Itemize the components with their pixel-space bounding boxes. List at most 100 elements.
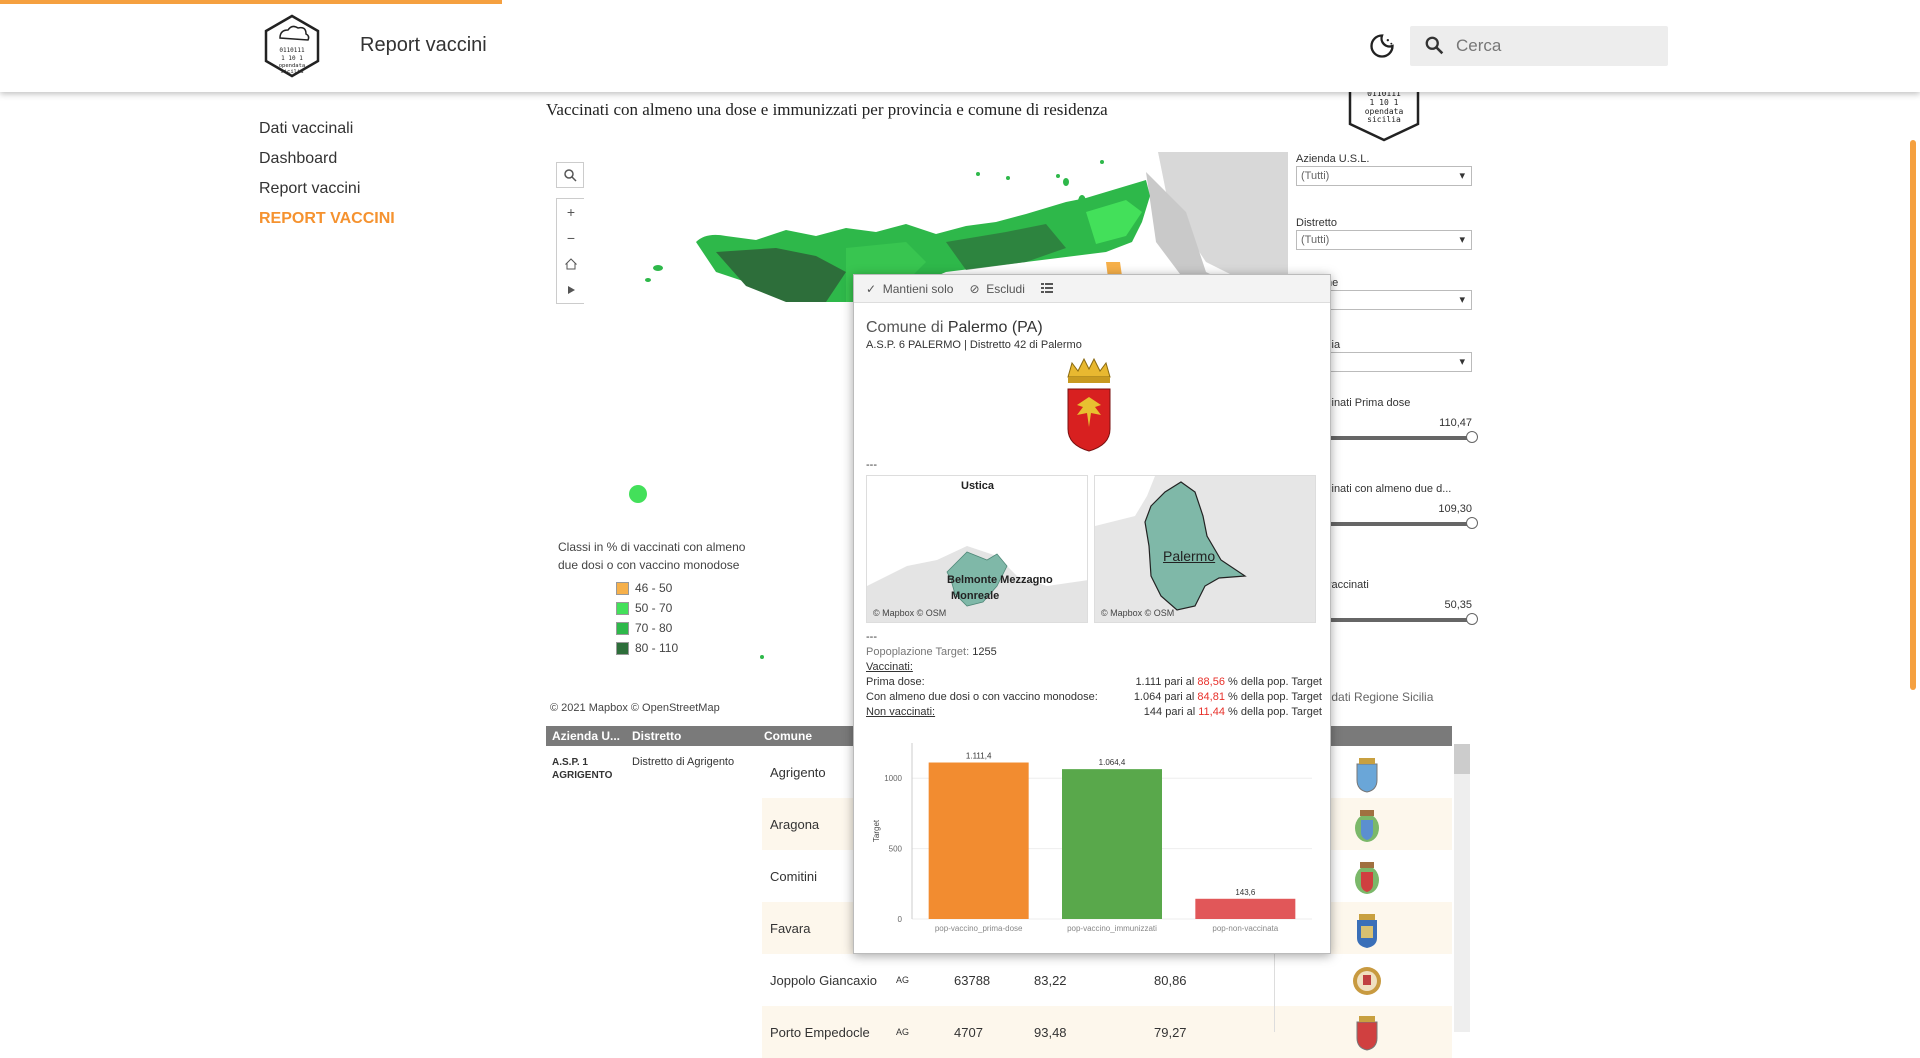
table-asl-cell: A.S.P. 1 AGRIGENTO (552, 757, 613, 781)
provincia-filter-dropdown[interactable] (1296, 352, 1472, 372)
comune-emblem-icon (1357, 914, 1377, 948)
minimap-label-monreale: Monreale (951, 590, 1000, 602)
legend-swatch (616, 581, 629, 595)
y-axis-label: Target (872, 819, 881, 842)
palermo-coat-of-arms-icon (1067, 357, 1111, 452)
filters-panel: Azienda U.S.L. (Tutti) Distretto (Tutti)… (1296, 152, 1478, 674)
minimap-label-ustica: Ustica (961, 480, 995, 492)
sidebar-item-report-vaccini[interactable]: Report vaccini (259, 180, 361, 197)
map-toolbar: + − (556, 162, 585, 304)
distretto-filter-dropdown[interactable]: (Tutti) (1296, 230, 1472, 250)
legend-title-1: Classi in % di vaccinati con almeno (558, 540, 746, 554)
legend-swatch (616, 621, 629, 635)
slider-prima-dose-label: cinati Prima dose (1326, 397, 1411, 409)
bar-value-label: 1.064,4 (1099, 758, 1126, 767)
table-distretto-cell: Distretto di Agrigento (632, 756, 735, 768)
x-tick-label: pop-vaccino_prima-dose (935, 924, 1023, 933)
keep-only-button[interactable]: ✓ Mantieni solo (866, 281, 954, 296)
col-header-azienda[interactable]: Azienda U... (552, 729, 621, 743)
bar (1062, 769, 1162, 919)
tooltip-divider: --- (866, 631, 877, 643)
comune-emblem-icon (1355, 862, 1379, 894)
app-title: Report vaccini (360, 34, 487, 56)
distretto-filter-label: Distretto (1296, 217, 1337, 229)
col-header-comune[interactable]: Comune (764, 729, 812, 743)
comune-emblem-icon (1353, 967, 1381, 995)
sidebar-item-dashboard[interactable]: Dashboard (259, 150, 338, 167)
legend-item[interactable]: 46 - 50 (616, 578, 745, 598)
legend-item[interactable]: 50 - 70 (616, 598, 745, 618)
asl-filter-dropdown[interactable]: (Tutti) (1296, 166, 1472, 186)
table-row[interactable]: Agrigento (770, 764, 826, 780)
slider-prima-dose-value: 110,47 (1439, 417, 1472, 429)
sidebar-item-dati-vaccinali[interactable]: Dati vaccinali (259, 120, 354, 137)
reset-view-button[interactable] (557, 251, 585, 277)
x-tick-label: pop-non-vaccinata (1212, 924, 1278, 933)
exclude-button[interactable]: ⊘ Escludi (969, 281, 1025, 296)
comune-map-shapes (1095, 476, 1315, 622)
map-search-button[interactable] (556, 162, 584, 188)
asl-filter-label: Azienda U.S.L. (1296, 153, 1370, 165)
dark-mode-toggle-icon[interactable] (1368, 32, 1396, 60)
legend-item[interactable]: 70 - 80 (616, 618, 745, 638)
page-scrollbar[interactable] (1910, 140, 1916, 690)
loading-progress-bar (0, 0, 502, 4)
svg-text:0110111: 0110111 (1367, 89, 1401, 98)
bar-value-label: 143,6 (1235, 888, 1256, 897)
tooltip-stats: Popoplazione Target: 1255 Vaccinati: Pri… (866, 646, 1322, 718)
view-data-button[interactable] (1040, 282, 1053, 296)
play-icon (568, 286, 575, 294)
slider-due-dosi-label: cinati con almeno due d... (1326, 483, 1452, 495)
map-search-icon (564, 169, 577, 182)
search-input[interactable] (1456, 26, 1656, 66)
table-row[interactable]: Porto Empedocle AG 4707 93,48 79,27 (762, 1006, 1452, 1058)
y-tick-label: 1000 (884, 774, 902, 783)
svg-text:0110111: 0110111 (279, 47, 305, 54)
legend-swatch (616, 601, 629, 615)
bar-value-label: 1.111,4 (966, 752, 992, 761)
slider-non-vaccinati-value: 50,35 (1444, 599, 1472, 611)
sidebar-item-report-vaccini-active[interactable]: REPORT VACCINI (259, 210, 395, 227)
home-icon (565, 258, 577, 270)
map-zoom-group: + − (556, 198, 585, 304)
col-header-distretto[interactable]: Distretto (632, 729, 682, 743)
zoom-in-button[interactable]: + (557, 199, 585, 225)
minimap-attribution[interactable]: © Mapbox © OSM (1101, 608, 1175, 618)
data-source-note[interactable]: te dati Regione Sicilia (1318, 690, 1434, 704)
top-bar: 0110111 1 10 1 opendata sicilia Report v… (0, 0, 1920, 92)
sidebar-nav: Dati vaccinali Dashboard Report vaccini … (259, 120, 395, 240)
slider-due-dosi[interactable] (1326, 517, 1478, 529)
legend-item[interactable]: 80 - 110 (616, 638, 745, 658)
slider-prima-dose[interactable] (1326, 431, 1478, 443)
tooltip-actions: ✓ Mantieni solo ⊘ Escludi (854, 275, 1330, 303)
map-legend: Classi in % di vaccinati con almeno due … (558, 538, 745, 658)
minimap-attribution[interactable]: © Mapbox © OSM (873, 608, 947, 618)
slider-non-vaccinati-label: vaccinati (1326, 579, 1369, 591)
district-map-shapes (867, 476, 1087, 622)
tooltip-bar-chart[interactable]: 0 500 1000 Target 1.111,4 pop-vaccino_prima-d… (866, 735, 1322, 945)
svg-text:1 10 1: 1 10 1 (1370, 98, 1399, 107)
table-scrollbar-thumb[interactable] (1454, 744, 1470, 774)
y-tick-label: 0 (898, 915, 903, 924)
tooltip-minimap-comune[interactable]: Palermo © Mapbox © OSM (1094, 475, 1316, 623)
minimap-label-palermo: Palermo (1163, 548, 1216, 564)
comune-emblem-icon (1356, 758, 1378, 793)
table-row[interactable]: Comitini (770, 868, 817, 884)
tooltip-minimap-district[interactable]: Ustica Belmonte Mezzagno Monreale © Mapb… (866, 475, 1088, 623)
opendata-sicilia-logo[interactable]: 0110111 1 10 1 opendata sicilia (260, 14, 324, 78)
svg-text:sicilia: sicilia (280, 69, 303, 75)
x-tick-label: pop-vaccino_immunizzati (1067, 924, 1157, 933)
minimap-label-belmonte: Belmonte Mezzagno (947, 574, 1053, 586)
search-box[interactable] (1410, 26, 1668, 66)
map-attribution[interactable]: © 2021 Mapbox © OpenStreetMap (550, 702, 720, 714)
table-row[interactable]: Joppolo Giancaxio AG 63788 83,22 80,86 (770, 972, 1187, 988)
table-scrollbar[interactable] (1454, 744, 1470, 1032)
zoom-out-button[interactable]: − (557, 225, 585, 251)
svg-text:opendata: opendata (279, 63, 306, 69)
y-tick-label: 500 (889, 845, 903, 854)
slider-non-vaccinati[interactable] (1326, 613, 1478, 625)
comune-emblem-icon (1355, 810, 1379, 842)
map-tools-expand-button[interactable] (557, 277, 585, 303)
svg-text:sicilia: sicilia (1367, 115, 1401, 124)
bar (1195, 898, 1296, 919)
